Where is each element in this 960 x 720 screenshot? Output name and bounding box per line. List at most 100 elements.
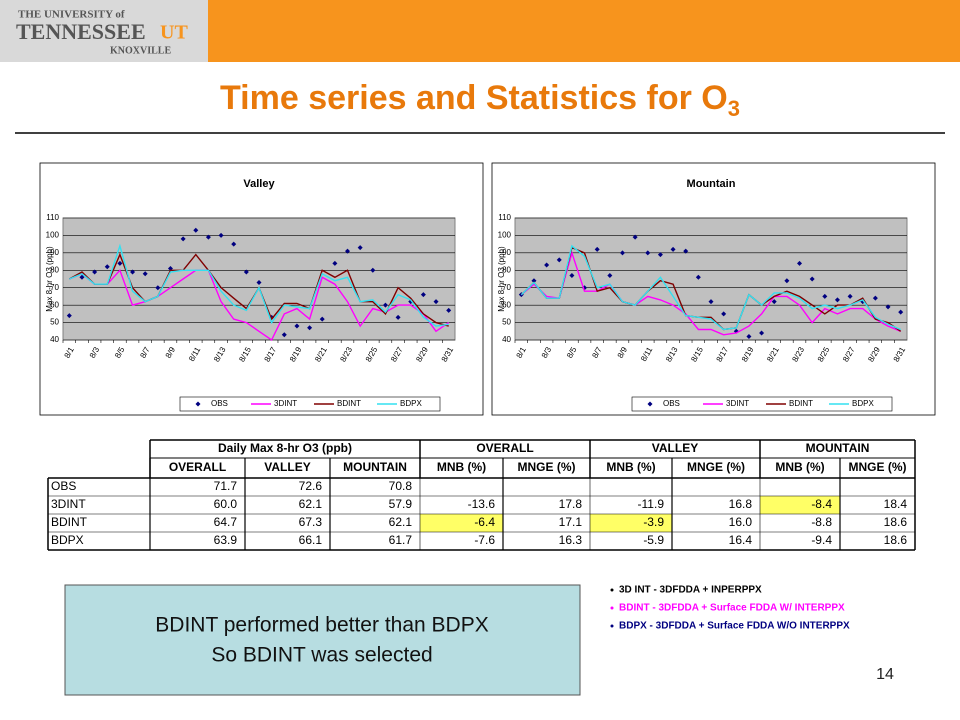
conclusion-box xyxy=(64,584,581,696)
table-cell: -11.9 xyxy=(638,497,665,511)
y-tick-label: 70 xyxy=(502,283,511,292)
table-cell: 62.1 xyxy=(389,515,413,529)
obs-marker xyxy=(104,264,110,270)
table-cell: 57.9 xyxy=(389,497,413,511)
table-cell: 60.0 xyxy=(214,497,238,511)
table-column-header: VALLEY xyxy=(264,460,310,474)
table-row-label: OBS xyxy=(51,479,76,493)
y-tick-label: 40 xyxy=(50,335,59,344)
obs-marker xyxy=(771,299,777,305)
table-column-header: MNB (%) xyxy=(437,460,486,474)
table-cell: -9.4 xyxy=(811,533,832,547)
table-column-header: MNGE (%) xyxy=(849,460,907,474)
table-cell: -7.6 xyxy=(474,533,495,547)
series-line xyxy=(520,246,902,332)
table-column-header: OVERALL xyxy=(169,460,226,474)
y-tick-label: 90 xyxy=(502,248,511,257)
table-cell: -6.4 xyxy=(474,515,495,529)
slide-title: Time series and Statistics for O3 xyxy=(220,79,740,121)
table-column-header: MNB (%) xyxy=(606,460,655,474)
chart-title: Mountain xyxy=(687,178,736,190)
table-cell: 64.7 xyxy=(214,515,238,529)
obs-marker xyxy=(420,292,426,298)
obs-marker xyxy=(695,274,701,280)
obs-marker xyxy=(556,257,562,263)
series-line xyxy=(520,244,901,331)
legend-label: BDPX xyxy=(400,399,422,408)
table-cell: 16.3 xyxy=(559,533,583,547)
obs-marker xyxy=(544,262,550,268)
series-line xyxy=(520,250,901,336)
obs-marker xyxy=(822,293,828,299)
obs-marker xyxy=(708,299,714,305)
obs-marker xyxy=(92,269,98,275)
table-cell: 18.6 xyxy=(884,533,908,547)
table-column-header: MNGE (%) xyxy=(687,460,745,474)
note: BDPX - 3DFDDA + Surface FDDA W/O INTERPP… xyxy=(619,621,850,632)
y-axis-label: Max 8-hr O3 (ppb) xyxy=(497,246,506,312)
obs-marker xyxy=(885,304,891,310)
obs-marker xyxy=(784,278,790,284)
table-cell: 18.6 xyxy=(884,515,908,529)
obs-marker xyxy=(746,334,752,340)
obs-marker xyxy=(281,332,287,338)
obs-marker xyxy=(256,279,262,285)
plot-area xyxy=(514,217,908,341)
logo-line3: KNOXVILLE xyxy=(110,45,171,56)
note-bullet xyxy=(610,606,614,610)
y-tick-label: 110 xyxy=(498,213,511,222)
obs-marker xyxy=(218,232,224,238)
y-tick-label: 70 xyxy=(50,283,59,292)
obs-marker xyxy=(645,250,651,256)
obs-marker xyxy=(205,234,211,240)
note-bullet xyxy=(610,624,614,628)
obs-marker xyxy=(657,252,663,258)
note: 3D INT - 3DFDDA + INPERPPX xyxy=(619,585,762,596)
y-tick-label: 60 xyxy=(502,300,511,309)
table-cell: -13.6 xyxy=(468,497,496,511)
obs-marker xyxy=(759,330,765,336)
obs-marker xyxy=(231,241,237,247)
obs-marker xyxy=(382,302,388,308)
table-cell: 18.4 xyxy=(884,497,908,511)
y-tick-label: 40 xyxy=(502,335,511,344)
note-bullet xyxy=(610,588,614,592)
note: BDINT - 3DFDDA + Surface FDDA W/ INTERPP… xyxy=(619,603,845,614)
legend-label: 3DINT xyxy=(726,399,749,408)
table-cell: 67.3 xyxy=(299,515,323,529)
legend-label: OBS xyxy=(211,399,228,408)
table-cell: -8.8 xyxy=(811,515,832,529)
table-column-header: MNGE (%) xyxy=(518,460,576,474)
y-tick-label: 50 xyxy=(50,318,59,327)
obs-marker xyxy=(193,227,199,233)
table-cell: -3.9 xyxy=(643,515,664,529)
table-cell: 17.1 xyxy=(559,515,583,529)
obs-marker xyxy=(834,297,840,303)
legend-label: 3DINT xyxy=(274,399,297,408)
obs-marker xyxy=(607,273,613,279)
obs-marker xyxy=(569,273,575,279)
table-cell: 16.8 xyxy=(729,497,753,511)
table-group-header: Daily Max 8-hr O3 (ppb) xyxy=(218,441,352,455)
table-row-label: BDPX xyxy=(51,533,84,547)
table-cell: 66.1 xyxy=(299,533,323,547)
legend-label: OBS xyxy=(663,399,680,408)
y-tick-label: 110 xyxy=(46,213,59,222)
obs-marker xyxy=(319,316,325,322)
obs-marker xyxy=(797,260,803,266)
y-tick-label: 90 xyxy=(50,248,59,257)
table-column-header: MNB (%) xyxy=(775,460,824,474)
y-tick-label: 80 xyxy=(50,265,59,274)
legend-box xyxy=(631,396,893,412)
logo-line1: THE UNIVERSITY of xyxy=(18,9,125,21)
highlight-cell xyxy=(760,496,840,514)
legend-marker xyxy=(195,401,201,407)
table-cell: 16.0 xyxy=(729,515,753,529)
y-tick-label: 80 xyxy=(502,265,511,274)
legend-label: BDINT xyxy=(789,399,813,408)
table-group-header: OVERALL xyxy=(476,441,533,455)
table-row-label: BDINT xyxy=(51,515,88,529)
obs-marker xyxy=(872,295,878,301)
series-line xyxy=(69,243,449,327)
